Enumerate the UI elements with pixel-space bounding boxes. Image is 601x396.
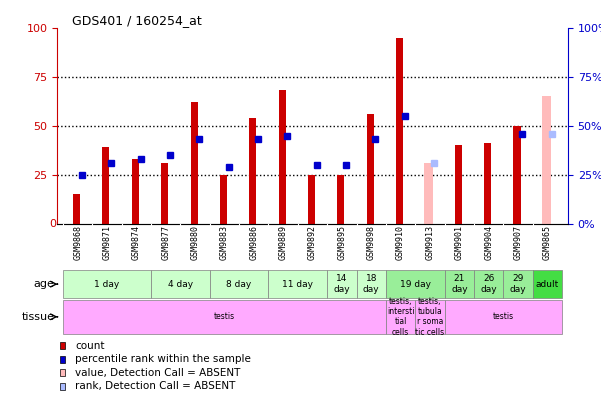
Text: testis: testis bbox=[493, 312, 514, 321]
Text: 1 day: 1 day bbox=[94, 280, 120, 289]
Text: GSM9892: GSM9892 bbox=[308, 225, 317, 260]
Text: 18
day: 18 day bbox=[363, 274, 380, 294]
Text: GSM9868: GSM9868 bbox=[73, 225, 82, 260]
Text: GSM9913: GSM9913 bbox=[426, 225, 435, 260]
Text: GSM9889: GSM9889 bbox=[279, 225, 288, 260]
Text: GSM9895: GSM9895 bbox=[337, 225, 346, 260]
Text: GSM9880: GSM9880 bbox=[191, 225, 200, 260]
Text: percentile rank within the sample: percentile rank within the sample bbox=[75, 354, 251, 364]
Text: 11 day: 11 day bbox=[282, 280, 313, 289]
Bar bbox=[73, 194, 80, 224]
Bar bbox=[279, 90, 285, 224]
Bar bbox=[386, 300, 415, 334]
Bar bbox=[386, 270, 445, 299]
Text: GSM9904: GSM9904 bbox=[484, 225, 493, 260]
Bar bbox=[59, 383, 64, 390]
Bar bbox=[367, 114, 374, 224]
Text: 21
day: 21 day bbox=[451, 274, 468, 294]
Text: GSM9901: GSM9901 bbox=[455, 225, 464, 260]
Text: 8 day: 8 day bbox=[227, 280, 252, 289]
Text: testis,
intersti
tial
cells: testis, intersti tial cells bbox=[387, 297, 414, 337]
Bar bbox=[327, 270, 356, 299]
Bar bbox=[337, 175, 344, 224]
Bar bbox=[474, 270, 504, 299]
Text: 29
day: 29 day bbox=[510, 274, 526, 294]
Text: adult: adult bbox=[535, 280, 559, 289]
Text: GSM9871: GSM9871 bbox=[103, 225, 112, 260]
Text: rank, Detection Call = ABSENT: rank, Detection Call = ABSENT bbox=[75, 381, 236, 392]
Bar bbox=[396, 38, 403, 224]
Text: tissue: tissue bbox=[22, 312, 55, 322]
Bar bbox=[63, 300, 386, 334]
Bar bbox=[484, 143, 491, 224]
Text: 14
day: 14 day bbox=[334, 274, 350, 294]
Bar bbox=[415, 300, 445, 334]
Bar bbox=[151, 270, 210, 299]
Text: 0: 0 bbox=[49, 219, 56, 229]
Bar bbox=[210, 270, 269, 299]
Text: 4 day: 4 day bbox=[168, 280, 193, 289]
Bar bbox=[59, 342, 64, 349]
Bar bbox=[542, 96, 551, 224]
Bar bbox=[424, 163, 433, 224]
Bar bbox=[220, 175, 227, 224]
Text: GSM9883: GSM9883 bbox=[220, 225, 229, 260]
Bar bbox=[59, 369, 64, 376]
Bar bbox=[356, 270, 386, 299]
Text: GDS401 / 160254_at: GDS401 / 160254_at bbox=[72, 14, 202, 27]
Bar bbox=[59, 356, 64, 363]
Bar bbox=[504, 270, 532, 299]
Bar bbox=[532, 270, 562, 299]
Text: GSM9898: GSM9898 bbox=[367, 225, 376, 260]
Bar bbox=[308, 175, 315, 224]
Bar bbox=[269, 270, 327, 299]
Text: 19 day: 19 day bbox=[400, 280, 431, 289]
Text: GSM9907: GSM9907 bbox=[513, 225, 522, 260]
Bar bbox=[445, 270, 474, 299]
Bar bbox=[455, 145, 462, 224]
Text: value, Detection Call = ABSENT: value, Detection Call = ABSENT bbox=[75, 368, 240, 378]
Text: testis: testis bbox=[214, 312, 235, 321]
Bar bbox=[513, 126, 520, 224]
Text: GSM9877: GSM9877 bbox=[161, 225, 170, 260]
Bar bbox=[132, 159, 139, 224]
Text: count: count bbox=[75, 341, 105, 350]
Bar bbox=[445, 300, 562, 334]
Text: GSM9886: GSM9886 bbox=[249, 225, 258, 260]
Bar bbox=[102, 147, 109, 224]
Text: GSM9865: GSM9865 bbox=[543, 225, 552, 260]
Bar bbox=[191, 102, 198, 224]
Bar bbox=[249, 118, 256, 224]
Text: age: age bbox=[34, 279, 55, 289]
Bar bbox=[63, 270, 151, 299]
Text: GSM9874: GSM9874 bbox=[132, 225, 141, 260]
Text: 26
day: 26 day bbox=[480, 274, 497, 294]
Bar bbox=[161, 163, 168, 224]
Text: testis,
tubula
r soma
tic cells: testis, tubula r soma tic cells bbox=[415, 297, 445, 337]
Text: GSM9910: GSM9910 bbox=[396, 225, 405, 260]
